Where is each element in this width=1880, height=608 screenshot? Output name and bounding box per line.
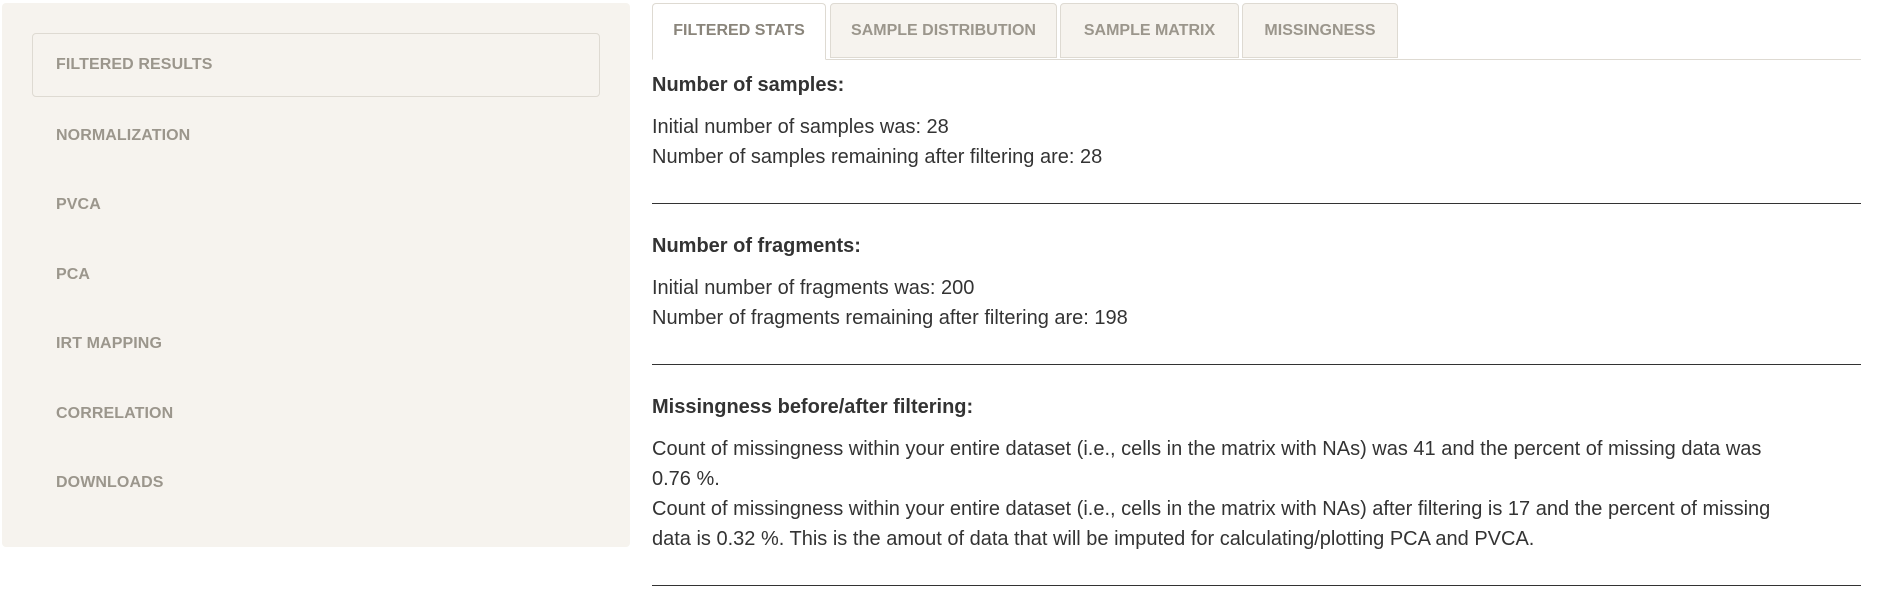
- sidebar-item-filtered-results[interactable]: FILTERED RESULTS: [32, 33, 600, 97]
- fragments-heading: Number of fragments:: [652, 235, 861, 257]
- section-divider: [652, 585, 1861, 586]
- sidebar-item-irt-mapping[interactable]: IRT MAPPING: [56, 335, 162, 352]
- missingness-after-text: Count of missingness within your entire …: [652, 498, 1771, 520]
- tab-sample-matrix[interactable]: SAMPLE MATRIX: [1060, 3, 1239, 58]
- samples-initial-text: Initial number of samples was: 28: [652, 116, 949, 138]
- sidebar-item-pca[interactable]: PCA: [56, 266, 91, 283]
- sidebar-item-correlation[interactable]: CORRELATION: [56, 405, 174, 422]
- missingness-heading: Missingness before/after filtering:: [652, 396, 974, 418]
- fragments-initial-text: Initial number of fragments was: 200: [652, 277, 975, 299]
- section-divider: [652, 364, 1861, 365]
- section-divider: [652, 203, 1861, 204]
- sidebar-panel: FILTERED RESULTS NORMALIZATION PVCA PCA …: [2, 3, 630, 547]
- fragments-remaining-text: Number of fragments remaining after filt…: [652, 307, 1128, 329]
- sidebar-item-pvca[interactable]: PVCA: [56, 196, 101, 213]
- tab-missingness[interactable]: MISSINGNESS: [1242, 3, 1398, 58]
- tab-sample-distribution[interactable]: SAMPLE DISTRIBUTION: [830, 3, 1057, 58]
- sidebar-item-downloads[interactable]: DOWNLOADS: [56, 474, 164, 491]
- missingness-before-text: Count of missingness within your entire …: [652, 438, 1762, 460]
- sidebar-item-normalization[interactable]: NORMALIZATION: [56, 127, 191, 144]
- samples-heading: Number of samples:: [652, 74, 845, 96]
- tab-bar: FILTERED STATS SAMPLE DISTRIBUTION SAMPL…: [652, 3, 1861, 60]
- missingness-after-text-cont: data is 0.32 %. This is the amout of dat…: [652, 528, 1535, 550]
- samples-remaining-text: Number of samples remaining after filter…: [652, 146, 1103, 168]
- missingness-before-text-cont: 0.76 %.: [652, 468, 720, 490]
- tab-filtered-stats[interactable]: FILTERED STATS: [652, 3, 826, 60]
